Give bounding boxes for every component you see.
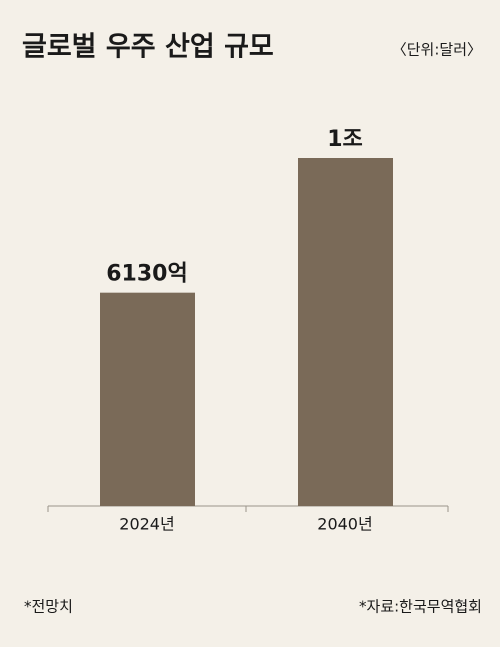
- bar: [298, 158, 393, 506]
- bar: [100, 292, 195, 506]
- x-tick-label: 2040년: [317, 515, 372, 534]
- value-label: 6130억: [106, 262, 187, 287]
- x-tick-label: 2024년: [119, 515, 174, 534]
- footnote: *전망치: [24, 598, 73, 616]
- chart-title: 글로벌 우주 산업 규모: [22, 32, 274, 63]
- unit-label: 〈단위:달러〉: [392, 41, 482, 59]
- source-note: *자료:한국무역협회: [359, 598, 482, 616]
- value-label: 1조: [327, 127, 363, 152]
